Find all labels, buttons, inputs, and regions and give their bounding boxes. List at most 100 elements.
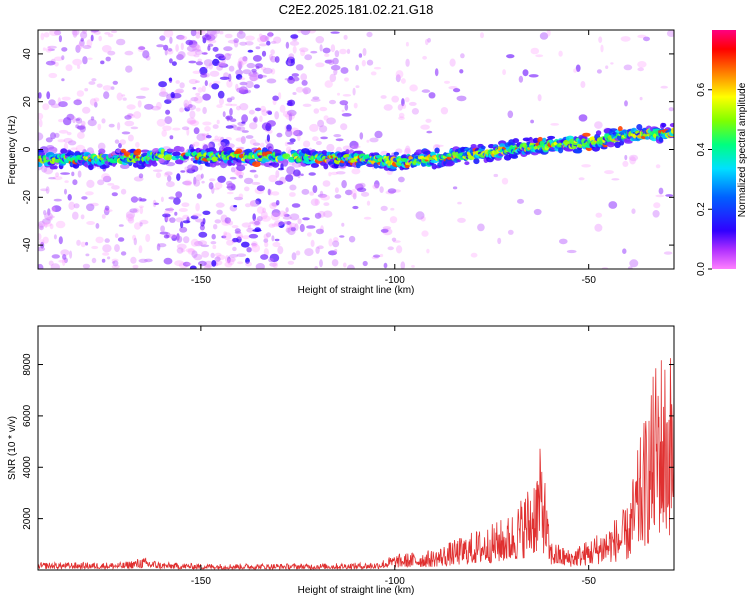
spectrogram-cell [76,239,81,246]
spectrogram-cell [289,138,296,143]
spectrogram-cell [101,173,111,181]
spectrogram-cell [164,210,171,215]
spectrogram-ridge-cell [179,146,185,153]
spectrogram-cell [535,54,544,58]
snr-frame [37,325,675,571]
spectrogram-cell [69,250,73,259]
figure-title: C2E2.2025.181.02.21.G18 [279,2,434,17]
spectrogram-cell [58,259,67,263]
spectrogram-ridge-cell [464,161,470,166]
spectrogram-cell [271,191,280,196]
spectrogram-cell [225,255,230,263]
spectrogram-cell [199,164,203,171]
spectrogram-cell [339,48,347,55]
spectrogram-cell [573,68,577,73]
spectrogram-cell [38,112,44,120]
spectrogram-cell [260,211,268,220]
spectrogram-cell [223,232,232,241]
spectrogram-cell [392,240,401,243]
spectrogram-cell [121,94,126,97]
spectrogram-cell [452,186,458,190]
spectrogram-cell [537,94,542,102]
spectrogram-cell [230,103,238,107]
spectrogram-cell [97,142,106,151]
spectrogram-cell [191,250,198,258]
spectrogram-cell [266,134,270,142]
spectrogram-cell [91,245,99,250]
spectrogram-cell [61,55,65,61]
spectrogram-cell [227,256,231,264]
spectrogram-cell [184,106,191,112]
spectrogram-cell [80,214,85,220]
spectrogram-cell [52,176,63,181]
spectrogram-cell [343,34,348,40]
y-tick-label: 20 [22,96,33,108]
spectrogram-cell [444,80,450,84]
spectrogram-cell [195,61,203,66]
spectrogram-cell [337,92,340,96]
spectrogram-cell [405,41,409,47]
spectrogram-cell [156,101,162,110]
spectrogram-cell [110,30,118,34]
spectrogram-cell [76,90,85,97]
spectrogram-cell [265,232,272,238]
spectrogram-cell [178,208,188,212]
spectrogram-cell [252,213,256,221]
spectrogram-cell [288,53,295,60]
spectrogram-cell [189,120,200,126]
spectrogram-cell [383,104,393,111]
spectrogram-cell [45,47,52,53]
spectrogram-cell [176,34,185,40]
spectrogram-cell [66,131,72,136]
spectrogram-cell [297,134,301,142]
spectrogram-cell [180,221,184,229]
spectrogram-cell [236,87,245,93]
spectrogram-cell [181,126,190,131]
spectrogram-cell [180,42,184,51]
spectrogram-cell [308,172,316,176]
spectrogram-cell [71,171,75,177]
spectrogram-cell [135,95,146,99]
spectrogram-cell [236,253,247,257]
y-tick-label: -20 [22,190,33,205]
spectrogram-cell [191,43,200,51]
snr-series-line [38,358,674,570]
spectrogram-cell [38,220,46,228]
spectrogram-cell [257,36,266,43]
spectrogram-cell [226,191,234,195]
spectrogram-cell [251,181,261,185]
spectrogram-cell [175,217,184,223]
spectrogram-cell [202,93,211,101]
spectrogram-cell [287,260,295,265]
colorbar-label: Normalized spectral amplitude [737,82,748,217]
spectrogram-y-ticks: -40 -20 0 20 40 [22,48,674,252]
spectrogram-cell [104,238,110,243]
spectrogram-cell [600,44,604,53]
spectrogram-cell [80,120,86,127]
spectrogram-cell [353,102,358,109]
spectrogram-cell [274,180,284,186]
spectrogram-ridge-cell [151,161,158,167]
spectrogram-cell [274,111,280,120]
spectrogram-cell [299,223,305,233]
spectrogram-cell [104,32,111,35]
spectrogram-cell [68,201,75,210]
spectrogram-cell [558,50,563,57]
spectrogram-cell [186,45,197,52]
spectrogram-cell [309,191,315,196]
spectrogram-cell [199,66,208,76]
spectrogram-cell [652,210,660,218]
spectrogram-ridge-cell [434,147,440,154]
spectrogram-cell [502,69,506,76]
spectrogram-cell [235,137,245,142]
spectrogram-cell [328,59,335,65]
spectrogram-cell [262,67,273,74]
spectrogram-cell [137,100,142,108]
spectrogram-cell [72,211,79,220]
spectrogram-cell [130,126,139,130]
spectrogram-cell [163,30,174,38]
spectrogram-cell [233,205,238,208]
spectrogram-cell [91,257,97,264]
spectrogram-cell [232,246,237,252]
